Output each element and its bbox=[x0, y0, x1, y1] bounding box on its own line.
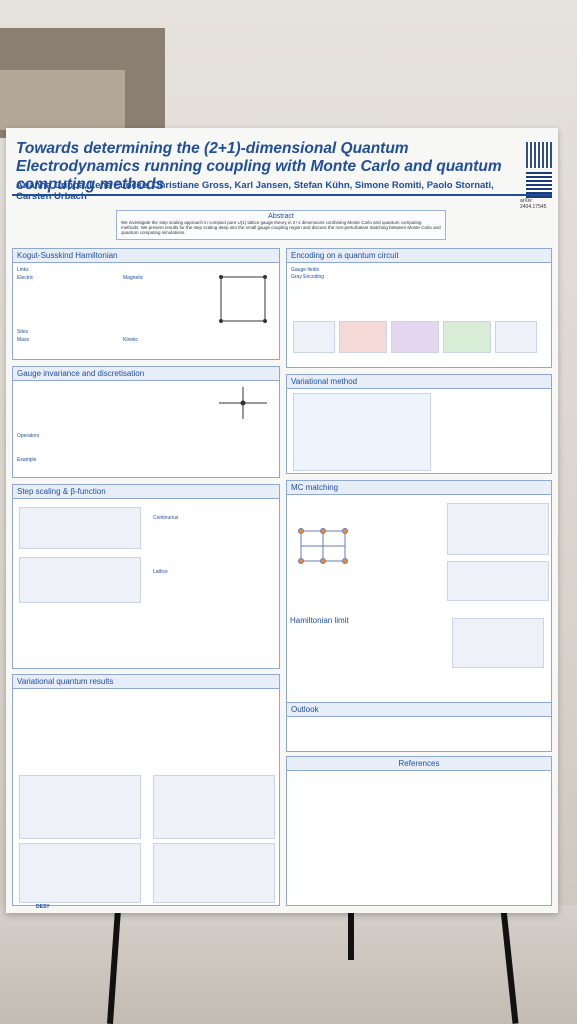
door-panel bbox=[0, 70, 125, 130]
arxiv-id: arXiv: 2404.17545 bbox=[520, 198, 547, 210]
circuit-block-4 bbox=[443, 321, 491, 353]
panel-kogut-susskind: Kogut-Susskind Hamiltonian Links Electri… bbox=[12, 248, 280, 360]
panel-encoding: Encoding on a quantum circuit Gauge fiel… bbox=[286, 248, 552, 368]
qr-code-icon bbox=[526, 172, 552, 198]
label-example: Example bbox=[17, 457, 37, 463]
panel-hamiltonian-limit: Hamiltonian limit bbox=[286, 614, 552, 670]
poster: Towards determining the (2+1)-dimensiona… bbox=[6, 128, 558, 913]
label-sites: Sites bbox=[17, 329, 29, 335]
abstract-heading: Abstract bbox=[268, 213, 294, 220]
results-plot-3 bbox=[19, 843, 141, 903]
label-gray-encoding: Gray Encoding bbox=[291, 274, 325, 280]
desy-logo: DESY bbox=[36, 904, 50, 910]
panel-variational-results: Variational quantum results bbox=[12, 674, 280, 906]
step-scaling-figure-lattice bbox=[19, 557, 141, 603]
mc-matching-plot-bottom bbox=[447, 561, 549, 601]
label-electric: Electric bbox=[17, 275, 34, 281]
label-continuous: Continuous bbox=[153, 515, 179, 521]
abstract-text: We investigate the step scaling approach… bbox=[121, 220, 441, 235]
abstract-box: Abstract We investigate the step scaling… bbox=[116, 210, 446, 240]
poster-authors: Arianna Crippa, Lena Funcke, Christiane … bbox=[16, 180, 494, 202]
circuit-block-1 bbox=[293, 321, 335, 353]
results-plot-2 bbox=[153, 775, 275, 839]
panel-heading: Kogut-Susskind Hamiltonian bbox=[13, 249, 279, 263]
panel-references: References bbox=[286, 756, 552, 906]
circuit-block-3 bbox=[391, 321, 439, 353]
floor bbox=[0, 905, 577, 1024]
circuit-block-5 bbox=[495, 321, 537, 353]
panel-heading: Gauge invariance and discretisation bbox=[13, 367, 279, 381]
step-scaling-figure-continuous bbox=[19, 507, 141, 549]
label-magnetic: Magnetic bbox=[123, 275, 144, 281]
label-links: Links bbox=[17, 267, 29, 273]
qr-code-icon bbox=[526, 142, 552, 168]
poster-title: Towards determining the (2+1)-dimensiona… bbox=[16, 140, 502, 193]
easel-leg-middle bbox=[348, 880, 354, 960]
panel-heading: Hamiltonian limit bbox=[290, 616, 349, 625]
results-plot-4 bbox=[153, 843, 275, 903]
panel-variational-method: Variational method bbox=[286, 374, 552, 474]
gauss-law-vertex-diagram bbox=[219, 387, 267, 419]
mc-matching-plot-top bbox=[447, 503, 549, 555]
panel-step-scaling: Step scaling & β-function Continuous Lat… bbox=[12, 484, 280, 669]
circuit-block-2 bbox=[339, 321, 387, 353]
label-mass: Mass bbox=[17, 337, 29, 343]
label-gauge-fields: Gauge fields bbox=[291, 267, 320, 273]
panel-heading: Encoding on a quantum circuit bbox=[287, 249, 551, 263]
panel-gauge-invariance: Gauge invariance and discretisation Oper… bbox=[12, 366, 280, 478]
panel-mc-matching: MC matching bbox=[286, 480, 552, 730]
panel-outlook: Outlook bbox=[286, 702, 552, 752]
lattice-plaquette-diagram bbox=[219, 275, 267, 323]
panel-heading: References bbox=[287, 757, 551, 771]
panel-heading: Step scaling & β-function bbox=[13, 485, 279, 499]
panel-heading: Variational method bbox=[287, 375, 551, 389]
title-divider bbox=[12, 194, 552, 196]
label-kinetic: Kinetic bbox=[123, 337, 139, 343]
variational-loop-diagram bbox=[293, 393, 431, 471]
panel-heading: Variational quantum results bbox=[13, 675, 279, 689]
label-lattice: Lattice bbox=[153, 569, 168, 575]
results-plot-1 bbox=[19, 775, 141, 839]
label-operators: Operators bbox=[17, 433, 40, 439]
lattice-grid-diagram bbox=[298, 528, 348, 564]
panel-heading: Outlook bbox=[287, 703, 551, 717]
hamiltonian-limit-plot bbox=[452, 618, 544, 668]
panel-heading: MC matching bbox=[287, 481, 551, 495]
